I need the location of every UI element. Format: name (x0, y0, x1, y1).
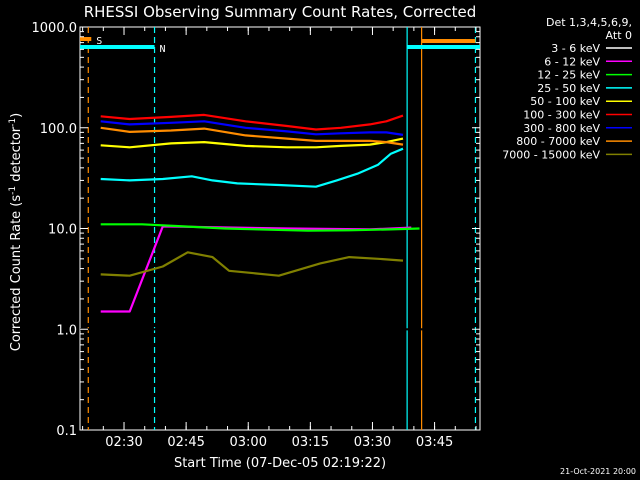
legend-label: 50 - 100 keV (530, 95, 600, 108)
series-line-8 (100, 251, 404, 277)
series-lines (80, 113, 432, 331)
y-axis-label-close: ) (9, 113, 24, 118)
night-flag-bar (407, 45, 480, 49)
legend-label: 12 - 25 keV (537, 69, 600, 82)
legend-header-line-1: Det 1,3,4,5,6,9, (546, 16, 632, 29)
y-tick-label: 0.1 (56, 424, 77, 439)
night-flag-bar (80, 45, 155, 49)
legend-label: 800 - 7000 keV (516, 135, 600, 148)
legend-label: 6 - 12 keV (544, 55, 600, 68)
chart-title: RHESSI Observing Summary Count Rates, Co… (84, 3, 477, 21)
x-tick-label: 03:30 (354, 435, 391, 450)
series-line-3 (100, 147, 404, 188)
y-axis-label-main: Corrected Count Rate (s (9, 195, 24, 352)
series-line-2 (100, 223, 420, 232)
series-line-7 (100, 126, 404, 146)
legend-label: 25 - 50 keV (537, 82, 600, 95)
night-flag-label: N (160, 44, 166, 55)
saa-flag-bar (80, 37, 92, 41)
series-line-4 (100, 137, 404, 149)
y-axis-label-sup-1: -1 (8, 186, 18, 195)
footer-date: 21-Oct-2021 20:00 (560, 467, 636, 476)
x-tick-label: 02:45 (167, 435, 204, 450)
y-tick-label: 1.0 (56, 323, 77, 338)
x-tick-label: 03:15 (292, 435, 329, 450)
x-tick-label: 03:45 (416, 435, 453, 450)
legend-label: 3 - 6 keV (551, 42, 600, 55)
legend-label: 7000 - 15000 keV (502, 148, 600, 161)
x-axis-label: Start Time (07-Dec-05 02:19:22) (174, 456, 386, 471)
legend-header-line-2: Att 0 (606, 29, 632, 42)
y-axis-label-tail: detector (9, 126, 24, 186)
y-tick-label: 1000.0 (32, 21, 78, 36)
saa-flag-label: S (96, 36, 102, 47)
y-axis-label-sup-2: -1 (8, 118, 18, 127)
y-tick-label: 100.0 (40, 122, 77, 137)
x-tick-label: 03:00 (230, 435, 267, 450)
series-line-6 (100, 120, 404, 136)
y-axis-label: Corrected Count Rate (s-1 detector-1) (8, 113, 24, 351)
series-line-5 (100, 113, 404, 131)
saa-flag-bar (421, 39, 476, 43)
legend-label: 300 - 800 keV (523, 122, 600, 135)
x-tick-label: 02:30 (105, 435, 142, 450)
axis-ticks: 0.1 1.0 10.0 100.0 1000.0 02:30 02:45 03:00 03:1… (32, 21, 480, 450)
legend-label: 100 - 300 keV (523, 109, 600, 122)
y-tick-label: 10.0 (48, 223, 77, 238)
